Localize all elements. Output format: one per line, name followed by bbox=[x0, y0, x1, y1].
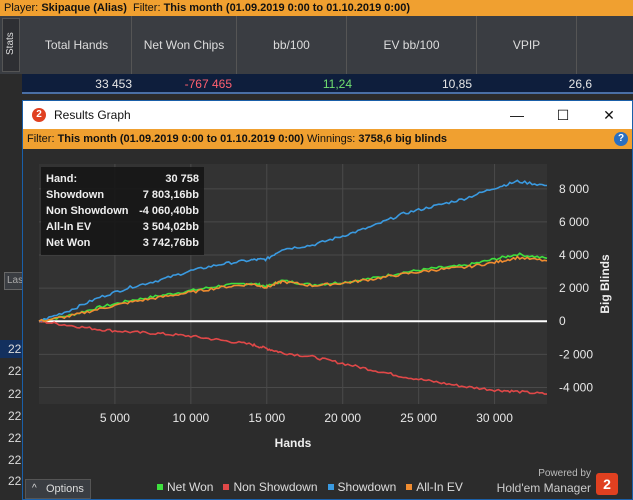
row-number[interactable]: 22 bbox=[8, 364, 22, 378]
stats-values-row[interactable]: 33 453 -767 465 11,24 10,85 26,6 bbox=[22, 74, 633, 94]
series-line-all-in-ev bbox=[38, 255, 548, 323]
column-header-vpip[interactable]: VPIP bbox=[477, 16, 577, 74]
row-number[interactable]: 22 bbox=[8, 387, 22, 401]
row-number[interactable]: 22 bbox=[8, 409, 22, 423]
stats-header bbox=[0, 16, 633, 74]
player-value: Skipaque (Alias) bbox=[41, 2, 127, 14]
value-bb100: 11,24 bbox=[322, 77, 352, 91]
series-line-showdown bbox=[38, 179, 548, 322]
summary-row: Hand: 30 758 bbox=[46, 173, 199, 185]
column-header-total-hands[interactable]: Total Hands bbox=[22, 16, 132, 74]
x-tick-label: 5 000 bbox=[100, 411, 130, 425]
graph-filter-bar: Filter: This month (01.09.2019 0:00 to 0… bbox=[23, 129, 632, 149]
left-strip bbox=[0, 94, 22, 500]
summary-row: Net Won 3 742,76bb bbox=[46, 237, 199, 249]
legend-swatch bbox=[157, 484, 163, 490]
row-number[interactable]: 22 bbox=[8, 431, 22, 445]
chart-legend: Net Won Non Showdown Showdown All-In EV bbox=[157, 479, 463, 495]
summary-row: Showdown 7 803,16bb bbox=[46, 189, 199, 201]
chevron-up-icon: ^ bbox=[32, 483, 37, 494]
x-tick-label: 25 000 bbox=[400, 411, 437, 425]
close-button[interactable]: ✕ bbox=[603, 106, 615, 123]
row-number[interactable]: 22 bbox=[8, 453, 22, 467]
maximize-button[interactable]: ☐ bbox=[556, 106, 570, 123]
value-ev-bb100: 10,85 bbox=[441, 77, 472, 91]
filter-value: This month (01.09.2019 0:00 to 01.10.201… bbox=[163, 2, 410, 14]
winnings-label: Winnings: bbox=[307, 133, 356, 145]
x-tick-label: 10 000 bbox=[173, 411, 210, 425]
options-button[interactable]: ^ Options bbox=[25, 479, 91, 499]
summary-row: Non Showdown -4 060,40bb bbox=[46, 205, 199, 217]
results-chart[interactable]: 5 000 10 000 15 000 20 000 25 000 30 000 -4 0… bbox=[23, 149, 632, 499]
value-total-hands: 33 453 bbox=[95, 77, 132, 91]
legend-swatch bbox=[327, 484, 334, 490]
row-number[interactable]: 22 bbox=[0, 340, 22, 358]
player-label: Player: bbox=[4, 2, 39, 14]
filter-label: Filter: bbox=[133, 2, 161, 14]
filter-value: This month (01.09.2019 0:00 to 01.10.201… bbox=[57, 133, 304, 145]
window-titlebar[interactable]: 2 Results Graph — ☐ ✕ bbox=[23, 101, 632, 129]
value-vpip: 26,6 bbox=[568, 77, 592, 91]
window-title: Results Graph bbox=[54, 108, 131, 122]
legend-item-net-won[interactable]: Net Won bbox=[157, 479, 213, 495]
summary-row: All-In EV 3 504,02bb bbox=[46, 221, 199, 233]
column-header-ev-bb100[interactable]: EV bb/100 bbox=[347, 16, 477, 74]
y-tick-label: 4 000 bbox=[559, 248, 589, 262]
value-net-won-chips: -767 465 bbox=[184, 77, 232, 91]
help-icon[interactable]: ? bbox=[614, 132, 628, 146]
product-name: Hold'em Manager bbox=[496, 481, 591, 495]
y-tick-label: 2 000 bbox=[559, 281, 589, 295]
y-tick-label: 8 000 bbox=[559, 182, 589, 196]
y-axis-ticks: -4 000 -2 000 0 2 000 4 000 6 000 8 000 bbox=[559, 182, 593, 395]
options-label: Options bbox=[46, 483, 84, 495]
x-tick-label: 20 000 bbox=[324, 411, 361, 425]
player-filter-bar: Player: Skipaque (Alias) Filter: This mo… bbox=[0, 0, 633, 16]
filter-label: Filter: bbox=[27, 133, 55, 145]
chart-series bbox=[38, 179, 548, 395]
legend-item-all-in-ev[interactable]: All-In EV bbox=[406, 479, 463, 495]
y-tick-label: -4 000 bbox=[559, 380, 593, 394]
legend-swatch bbox=[223, 484, 230, 490]
winnings-value: 3758,6 big blinds bbox=[358, 133, 448, 145]
powered-by-text: Powered by bbox=[538, 468, 591, 479]
hm-logo-icon: 2 bbox=[596, 473, 618, 495]
x-tick-label: 15 000 bbox=[248, 411, 285, 425]
column-header-net-won-chips[interactable]: Net Won Chips bbox=[132, 16, 237, 74]
app-badge-icon: 2 bbox=[32, 108, 46, 122]
x-tick-label: 30 000 bbox=[476, 411, 513, 425]
y-tick-label: 6 000 bbox=[559, 215, 589, 229]
x-axis-label: Hands bbox=[275, 436, 312, 450]
series-line-non-showdown bbox=[38, 320, 547, 395]
results-graph-window: 2 Results Graph — ☐ ✕ Filter: This month… bbox=[22, 100, 633, 500]
y-tick-label: 0 bbox=[559, 314, 566, 328]
minimize-button[interactable]: — bbox=[510, 107, 524, 123]
y-axis-label: Big Blinds bbox=[598, 254, 612, 314]
hover-summary-box: Hand: 30 758 Showdown 7 803,16bb Non Showd… bbox=[41, 167, 204, 255]
column-header-bb100[interactable]: bb/100 bbox=[237, 16, 347, 74]
legend-swatch bbox=[406, 484, 413, 490]
stats-tab[interactable]: Stats bbox=[2, 18, 20, 72]
y-tick-label: -2 000 bbox=[559, 347, 593, 361]
legend-item-showdown[interactable]: Showdown bbox=[327, 479, 396, 495]
x-axis-ticks: 5 000 10 000 15 000 20 000 25 000 30 000 bbox=[100, 411, 513, 425]
row-number[interactable]: 22 bbox=[8, 474, 22, 488]
legend-item-non-showdown[interactable]: Non Showdown bbox=[223, 479, 318, 495]
